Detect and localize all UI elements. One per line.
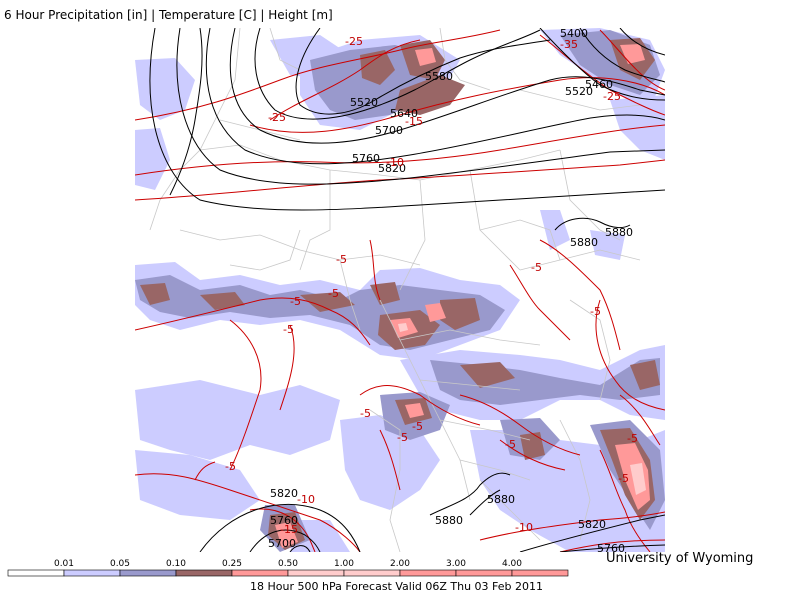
scale-swatch (399, 569, 457, 577)
forecast-valid-text: 18 Hour 500 hPa Forecast Valid 06Z Thu 0… (250, 580, 544, 593)
temperature-label: -25 (345, 35, 363, 48)
temperature-label: -25 (603, 90, 621, 103)
temperature-label: -5 (412, 420, 423, 433)
height-label: 5760 (352, 152, 380, 165)
height-label: 5820 (378, 162, 406, 175)
temperature-label: -5 (397, 431, 408, 444)
height-label: 5460 (585, 78, 613, 91)
scale-tick-label: 3.00 (446, 559, 466, 569)
scale-swatch (511, 569, 569, 577)
temperature-label: -35 (560, 38, 578, 51)
temperature-label: -5 (225, 460, 236, 473)
temperature-label: -5 (336, 253, 347, 266)
temperature-label: -5 (505, 438, 516, 451)
temperature-label: -5 (618, 472, 629, 485)
height-label: 5880 (435, 514, 463, 527)
scale-tick-label: 0.25 (222, 559, 242, 569)
temperature-label: -15 (405, 115, 423, 128)
temperature-label: -5 (627, 432, 638, 445)
height-contour-labels: 5400 5520 5520 5580 5640 5460 5700 5760 … (268, 27, 633, 555)
height-label: 5760 (597, 542, 625, 555)
scale-tick-label: 0.50 (278, 559, 298, 569)
height-label: 5820 (270, 487, 298, 500)
precipitation-scale: 0.01 0.05 0.10 0.25 0.50 1.00 2.00 3.00 4.00 (7, 559, 569, 577)
temperature-label: -25 (510, 18, 528, 31)
height-label: 5820 (578, 518, 606, 531)
height-contours (149, 28, 665, 552)
temperature-label: -5 (590, 305, 601, 318)
temperature-label: -15 (280, 523, 298, 536)
temperature-label: -5 (360, 407, 371, 420)
scale-tick-label: 0.05 (110, 559, 130, 569)
scale-swatch (455, 569, 513, 577)
height-label: 5880 (487, 493, 515, 506)
precip-extreme-regions (398, 323, 646, 495)
temperature-contour-labels: -25 -35 -25 -25 -25 -15 -10 -5 -5 -5 -5 … (225, 18, 638, 536)
credit-text: University of Wyoming (606, 551, 754, 566)
scale-tick-label: 0.01 (54, 559, 74, 569)
scale-swatch (119, 569, 177, 577)
scale-tick-label: 4.00 (502, 559, 522, 569)
height-label: 5880 (605, 226, 633, 239)
temperature-label: -5 (283, 323, 294, 336)
temperature-label: -25 (268, 111, 286, 124)
height-label: 5580 (425, 70, 453, 83)
temperature-label: -5 (290, 295, 301, 308)
scale-swatch (175, 569, 233, 577)
height-label: 5400 (560, 27, 588, 40)
scale-tick-label: 1.00 (334, 559, 354, 569)
temperature-label: -10 (297, 493, 315, 506)
height-label: 5520 (565, 85, 593, 98)
map-title: 6 Hour Precipitation [in] | Temperature … (4, 8, 333, 22)
height-label: 5880 (570, 236, 598, 249)
scale-tick-label: 0.10 (166, 559, 186, 569)
temperature-label: -10 (386, 156, 404, 169)
temperature-label: -5 (328, 287, 339, 300)
scale-swatch (231, 569, 289, 577)
height-label: 5760 (270, 514, 298, 527)
temperature-label: -10 (515, 521, 533, 534)
height-label: 5640 (390, 107, 418, 120)
scale-swatch (287, 569, 345, 577)
scale-tick-label: 2.00 (390, 559, 410, 569)
temperature-label: -5 (531, 261, 542, 274)
height-label: 5700 (268, 537, 296, 550)
height-label: 5520 (350, 96, 378, 109)
scale-swatch (343, 569, 401, 577)
scale-swatch (63, 569, 121, 577)
scale-swatch (7, 569, 65, 577)
height-label: 5700 (375, 124, 403, 137)
